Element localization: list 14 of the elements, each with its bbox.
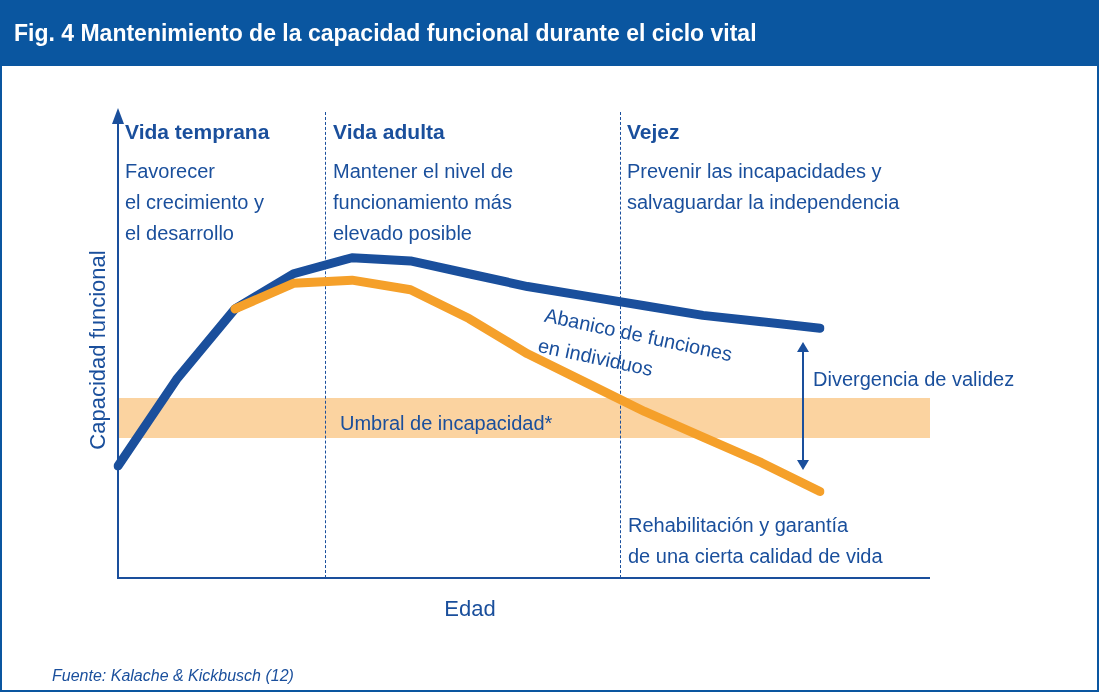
chart-title: Fig. 4 Mantenimiento de la capacidad funcional durante el ciclo vital [14, 20, 757, 47]
annotation: Umbral de incapacidad* [340, 411, 553, 436]
text: Vida adulta [333, 119, 445, 145]
source-note: Fuente: Kalache & Kickbusch (12) [52, 666, 294, 686]
text: Vejez [627, 119, 680, 145]
y-axis-title: Capacidad funcional [85, 250, 111, 450]
annotation: Divergencia de validez [813, 367, 1015, 392]
text: Prevenir las incapacidades y salvaguardar la independencia [627, 159, 900, 215]
x-axis-title: Edad [443, 596, 497, 622]
text: Mantener el nivel de funcionamiento más elevado posible [333, 159, 514, 246]
annotation: Abanico de funciones en individuos [535, 302, 736, 383]
annotation: Rehabilitación y garantía de una cierta calidad de vida [628, 513, 883, 569]
text: Favorecer el crecimiento y el desarrollo [125, 159, 264, 246]
text: Vida temprana [125, 119, 270, 145]
